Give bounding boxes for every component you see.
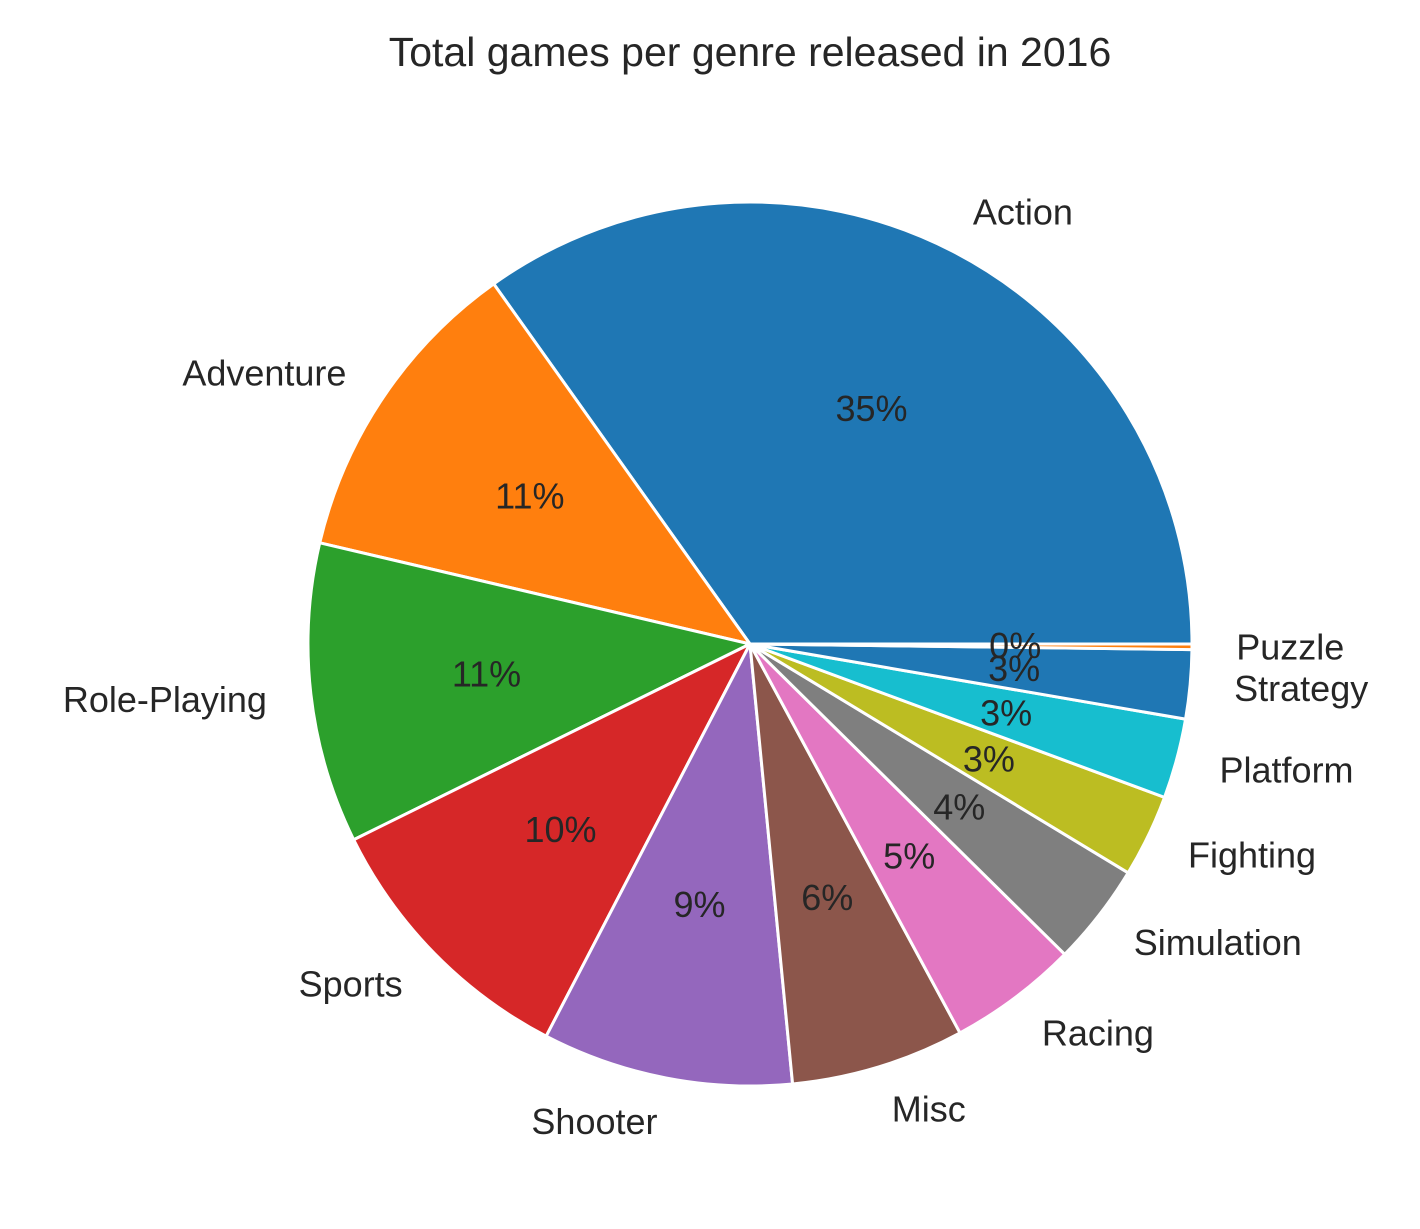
pct-label-platform: 3% [980, 692, 1032, 733]
pct-label-puzzle: 0% [989, 625, 1041, 666]
labels-layer: Action 35% Adventure 11% Role-Playing 11% Spor… [63, 191, 1368, 1141]
slice-label-platform: Platform [1220, 750, 1354, 791]
pie-slice-role-playing [306, 541, 752, 842]
slice-label-strategy: Strategy [1234, 668, 1368, 709]
slice-label-misc: Misc [892, 1089, 966, 1130]
slice-label-puzzle: Puzzle [1236, 627, 1344, 668]
pie-slice-adventure [318, 282, 752, 646]
slice-label-action: Action [973, 191, 1073, 232]
slice-label-role-playing: Role-Playing [63, 679, 267, 720]
slice-label-shooter: Shooter [531, 1101, 657, 1142]
pct-label-racing: 5% [883, 836, 935, 877]
slice-label-sports: Sports [299, 964, 403, 1005]
pct-label-adventure: 11% [495, 476, 564, 517]
slice-label-simulation: Simulation [1134, 922, 1302, 963]
pct-label-sports: 10% [525, 809, 597, 850]
pie-slice-action [492, 200, 1194, 646]
slice-label-racing: Racing [1042, 1012, 1154, 1053]
pct-label-strategy: 3% [988, 648, 1040, 689]
pie-slice-sports [352, 642, 752, 1038]
pct-label-fighting: 3% [963, 739, 1015, 780]
pct-label-simulation: 4% [933, 786, 985, 827]
slice-label-adventure: Adventure [182, 352, 346, 393]
pie-slice-puzzle [748, 642, 1194, 652]
pct-label-misc: 6% [801, 877, 853, 918]
pct-label-action: 35% [836, 388, 908, 429]
pct-label-role-playing: 11% [452, 654, 521, 695]
pie-slice-misc [748, 642, 962, 1086]
pct-label-shooter: 9% [674, 884, 726, 925]
slices-layer [306, 200, 1194, 1088]
pie-slice-shooter [544, 642, 795, 1088]
slice-label-fighting: Fighting [1188, 835, 1316, 876]
chart-title: Total games per genre released in 2016 [389, 29, 1112, 75]
